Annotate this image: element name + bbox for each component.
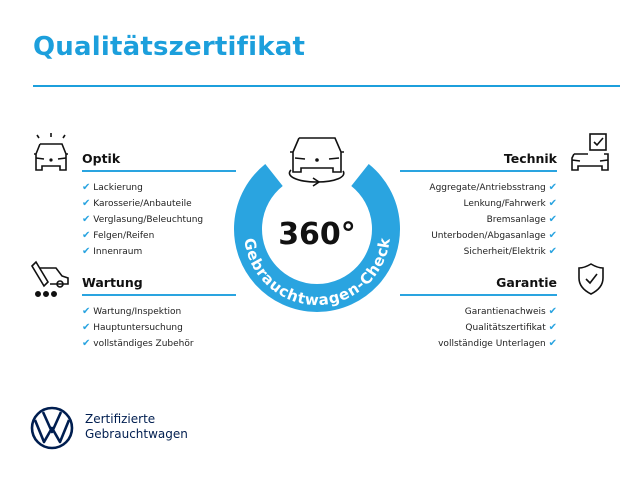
check-icon: ✔	[548, 338, 557, 349]
list-item: Sicherheit/Elektrik ✔	[463, 246, 557, 257]
check-icon: ✔	[548, 306, 557, 317]
list-item: ✔ Innenraum	[82, 246, 143, 257]
list-item: ✔ Verglasung/Beleuchtung	[82, 214, 204, 225]
list-item: Qualitätszertifikat ✔	[465, 322, 557, 333]
check-icon: ✔	[82, 322, 91, 333]
wartung-divider	[82, 294, 236, 296]
list-item: Bremsanlage ✔	[486, 214, 557, 225]
list-item: ✔ vollständiges Zubehör	[82, 338, 194, 349]
list-item: Lenkung/Fahrwerk ✔	[463, 198, 557, 209]
vw-logo	[30, 406, 74, 450]
check-icon: ✔	[548, 182, 557, 193]
check-icon: ✔	[548, 230, 557, 241]
wartung-heading: Wartung	[82, 275, 143, 290]
technik-heading: Technik	[503, 151, 557, 166]
check-icon: ✔	[82, 182, 91, 193]
shield-check-icon	[578, 263, 604, 295]
list-item: ✔ Karosserie/Anbauteile	[82, 198, 192, 209]
wartung-list: ✔ Wartung/Inspektion ✔ Hauptuntersuchung…	[82, 304, 194, 352]
list-item: ✔ Lackierung	[82, 182, 143, 193]
service-truck-icon	[30, 260, 69, 297]
garantie-heading: Garantie	[496, 275, 557, 290]
list-item: ✔ Wartung/Inspektion	[82, 306, 182, 317]
list-item: ✔ Hauptuntersuchung	[82, 322, 183, 333]
check-icon: ✔	[548, 198, 557, 209]
check-icon: ✔	[548, 246, 557, 257]
list-item: Aggregate/Antriebsstrang ✔	[429, 182, 557, 193]
list-item: vollständige Unterlagen ✔	[438, 338, 557, 349]
ring	[234, 164, 400, 312]
title-divider	[33, 85, 620, 87]
optik-divider	[82, 170, 236, 172]
check-icon: ✔	[82, 306, 91, 317]
check-icon: ✔	[82, 338, 91, 349]
garantie-divider	[400, 294, 557, 296]
technik-list: Aggregate/Antriebsstrang ✔ Lenkung/Fahrw…	[429, 180, 557, 260]
car-checklist-icon	[571, 133, 609, 171]
garantie-list: Garantienachweis ✔ Qualitätszertifikat ✔…	[438, 304, 557, 352]
brand-text: Zertifizierte Gebrauchtwagen	[85, 412, 188, 441]
360-label: 360°	[278, 217, 356, 252]
check-icon: ✔	[548, 214, 557, 225]
list-item: Unterboden/Abgasanlage ✔	[431, 230, 557, 241]
gebrauchtwagen-check-badge: 360° Gebrauchtwagen-Check	[234, 137, 400, 312]
list-item: Garantienachweis ✔	[464, 306, 557, 317]
rotating-car-icon	[288, 137, 345, 187]
car-lights-icon	[34, 133, 68, 171]
list-item: ✔ Felgen/Reifen	[82, 230, 155, 241]
check-icon: ✔	[82, 198, 91, 209]
check-icon: ✔	[82, 214, 91, 225]
check-icon: ✔	[82, 246, 91, 257]
technik-divider	[400, 170, 557, 172]
optik-list: ✔ Lackierung ✔ Karosserie/Anbauteile ✔ V…	[82, 180, 203, 260]
check-icon: ✔	[548, 322, 557, 333]
optik-heading: Optik	[82, 151, 121, 166]
page-title: Qualitätszertifikat	[33, 32, 306, 62]
check-icon: ✔	[82, 230, 91, 241]
